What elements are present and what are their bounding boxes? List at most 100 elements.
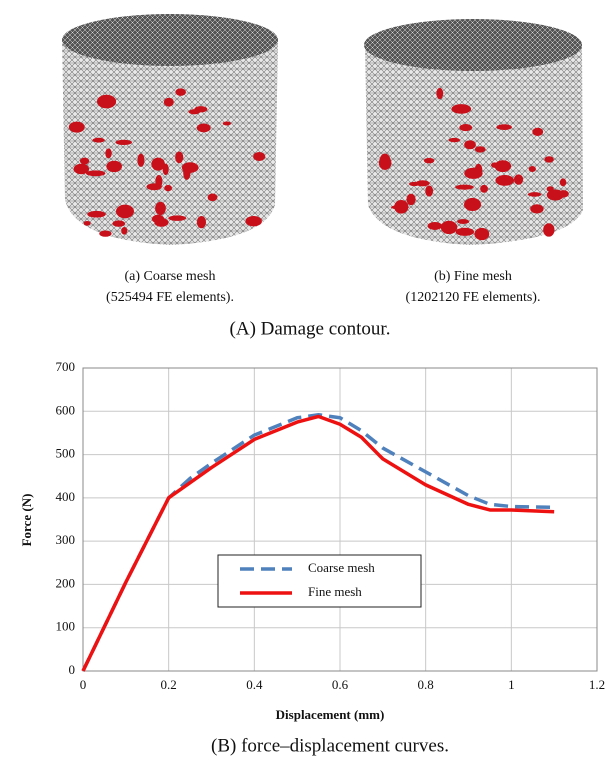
- damage-spot: [137, 153, 145, 167]
- y-tick-label: 200: [56, 575, 76, 590]
- damage-spot: [464, 140, 476, 150]
- damage-spot: [474, 227, 490, 241]
- damage-spot: [528, 165, 536, 173]
- damage-spot: [494, 160, 512, 173]
- damage-spot: [543, 223, 555, 237]
- damage-spot: [106, 160, 122, 173]
- damage-spot: [92, 137, 105, 143]
- damage-spot: [427, 221, 443, 230]
- panel-caption: (B) force–displacement curves.: [211, 735, 449, 756]
- coarse-mesh-top: [62, 14, 278, 66]
- damage-spot: [379, 153, 391, 168]
- damage-spot: [73, 163, 90, 175]
- damage-spot: [196, 123, 211, 133]
- damage-spot: [101, 95, 109, 100]
- damage-spot: [222, 121, 232, 126]
- y-axis-label: Force (N): [19, 494, 34, 547]
- damage-spot: [96, 94, 117, 109]
- caption-line: (a) Coarse mesh: [125, 269, 216, 284]
- panel-caption: (A) Damage contour.: [230, 318, 391, 339]
- damage-spot: [175, 151, 184, 164]
- damage-spot: [436, 87, 444, 100]
- damage-spot: [183, 165, 191, 180]
- y-tick-label: 700: [56, 359, 76, 374]
- damage-spot: [121, 226, 128, 235]
- damage-spot: [87, 210, 106, 218]
- x-tick-label: 1: [508, 677, 515, 692]
- y-tick-label: 100: [56, 619, 76, 634]
- damage-spot: [253, 152, 266, 161]
- x-tick-label: 0.8: [418, 677, 434, 692]
- damage-spot: [455, 227, 475, 236]
- damage-spot: [544, 156, 554, 163]
- damage-spot: [146, 183, 162, 191]
- fine-mesh-top: [364, 19, 582, 71]
- x-tick-label: 0.6: [332, 677, 349, 692]
- damage-spot: [440, 220, 458, 235]
- damage-spot: [85, 170, 106, 177]
- damage-spot: [99, 230, 112, 237]
- damage-spot: [394, 199, 409, 214]
- damage-spot: [558, 190, 569, 198]
- damage-spot: [115, 204, 134, 219]
- plot-border: [82, 367, 598, 672]
- damage-spot: [455, 184, 474, 190]
- damage-spot: [168, 215, 187, 221]
- damage-spot: [163, 97, 174, 107]
- x-tick-label: 0.2: [161, 677, 177, 692]
- x-tick-label: 1.2: [589, 677, 605, 692]
- damage-spot: [155, 201, 166, 216]
- caption-line: (525494 FE elements).: [106, 290, 234, 305]
- y-tick-label: 500: [56, 446, 76, 461]
- damage-spot: [105, 148, 112, 159]
- damage-spot: [448, 137, 461, 143]
- damage-spot: [532, 127, 544, 136]
- damage-spot: [245, 215, 262, 227]
- damage-spot: [115, 139, 132, 146]
- damage-spot: [151, 157, 165, 171]
- damage-spot: [527, 192, 542, 197]
- damage-spot: [112, 220, 126, 227]
- damage-spot: [423, 157, 435, 164]
- damage-spot: [457, 219, 470, 224]
- legend-label: Fine mesh: [308, 584, 362, 599]
- y-tick-label: 600: [56, 402, 76, 417]
- damage-spot: [451, 104, 472, 114]
- damage-spot: [490, 162, 499, 168]
- damage-spot: [459, 124, 473, 132]
- y-tick-label: 300: [56, 532, 76, 547]
- mesh-images: [62, 14, 583, 245]
- damage-spot: [406, 193, 416, 206]
- coarse-mesh-body: [62, 40, 278, 245]
- damage-spot: [464, 197, 482, 212]
- damage-spot: [164, 184, 172, 192]
- damage-spot: [83, 220, 91, 226]
- damage-spot: [79, 157, 90, 165]
- damage-spot: [207, 193, 218, 202]
- data-line: [81, 412, 555, 672]
- damage-spot: [68, 121, 85, 133]
- damage-spot: [175, 88, 186, 96]
- damage-spot: [474, 146, 486, 153]
- damage-spot: [196, 215, 207, 229]
- x-tick-label: 0: [80, 677, 87, 692]
- x-tick-label: 0.4: [246, 677, 263, 692]
- y-tick-label: 0: [69, 662, 76, 677]
- caption-line: (b) Fine mesh: [434, 269, 512, 284]
- damage-spot: [495, 175, 515, 186]
- damage-spot: [530, 204, 544, 214]
- damage-spot: [464, 167, 483, 179]
- damage-spot: [425, 185, 434, 197]
- damage-spot: [154, 218, 169, 227]
- x-axis-label: Displacement (mm): [276, 707, 385, 722]
- damage-spot: [496, 124, 512, 130]
- damage-spot: [480, 184, 488, 193]
- damage-spot: [188, 109, 201, 115]
- damage-spot: [513, 174, 524, 185]
- damage-spot: [415, 180, 430, 187]
- legend-box: [217, 554, 422, 608]
- data-line: [81, 414, 555, 672]
- damage-spot: [559, 178, 567, 187]
